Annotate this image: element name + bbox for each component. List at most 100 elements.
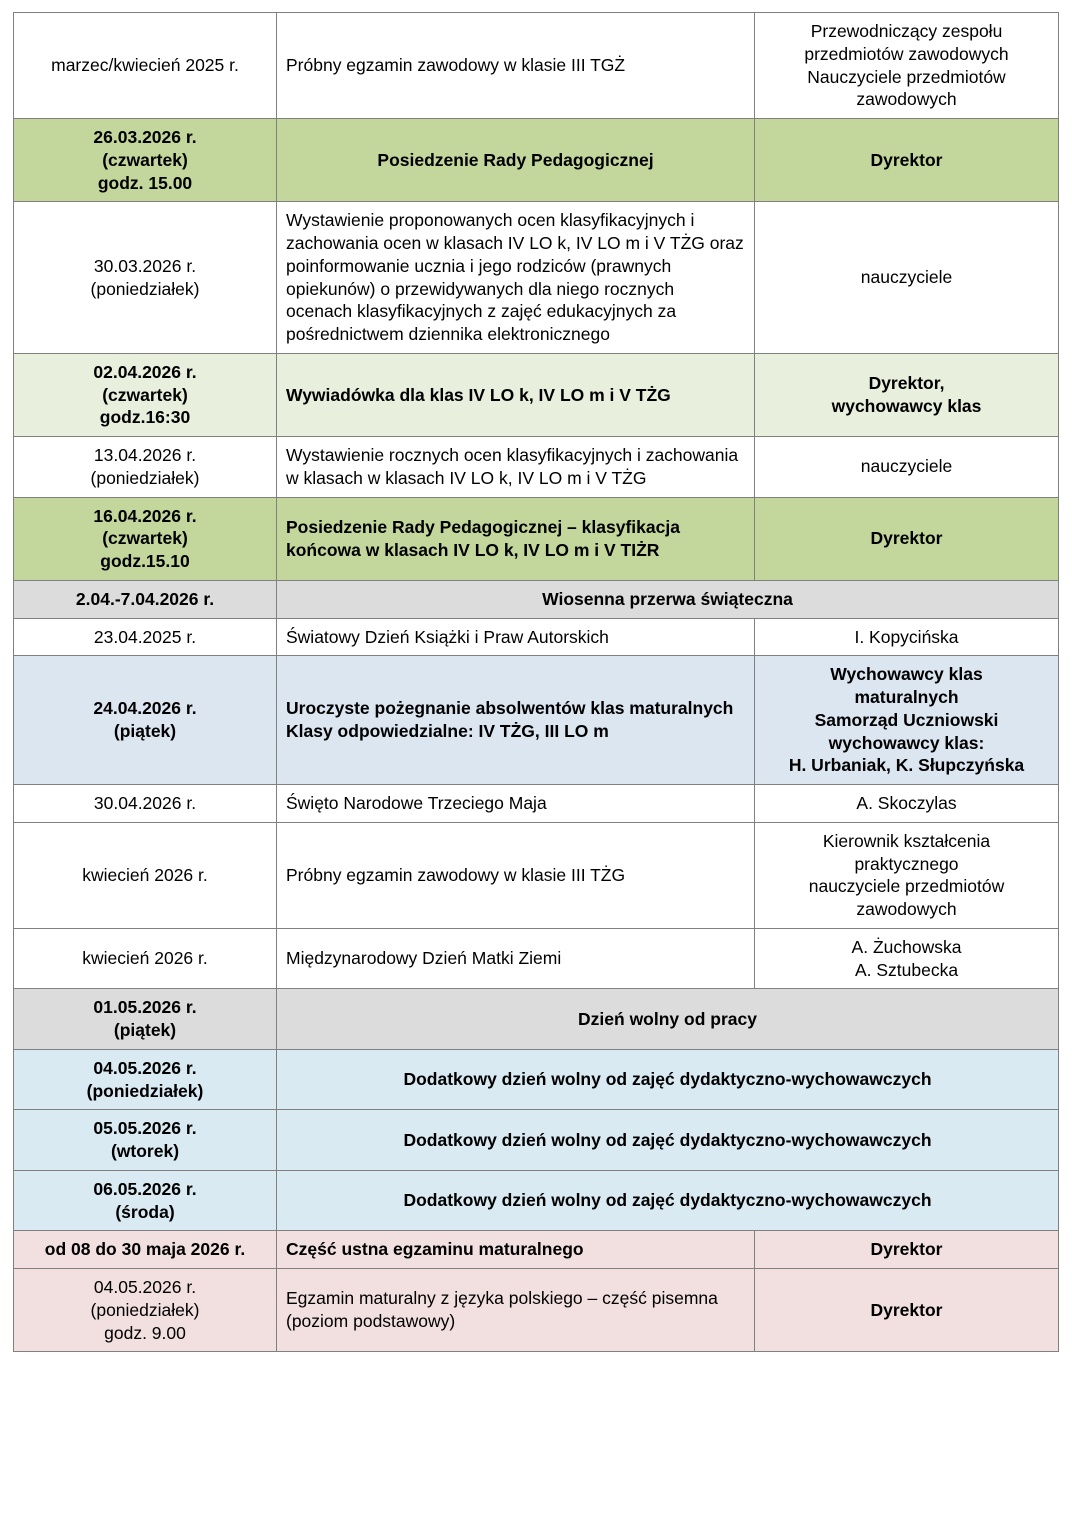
responsible-text: Przewodniczący zespołu przedmiotów zawod…	[804, 21, 1009, 110]
cell-date: 2.04.-7.04.2026 r.	[13, 579, 277, 619]
event-text: Uroczyste pożegnanie absolwentów klas ma…	[286, 698, 734, 742]
event-text: Święto Narodowe Trzeciego Maja	[286, 793, 547, 813]
cell-responsible: A. Żuchowska A. Sztubecka	[754, 927, 1059, 990]
cell-event: Wywiadówka dla klas IV LO k, IV LO m i V…	[276, 352, 755, 438]
responsible-text: A. Skoczylas	[856, 793, 957, 813]
cell-date: 05.05.2026 r. (wtorek)	[13, 1109, 277, 1171]
date-text: 26.03.2026 r. (czwartek) godz. 15.00	[93, 127, 197, 193]
table-row: 24.04.2026 r. (piątek) Uroczyste pożegnan…	[13, 655, 1059, 785]
cell-event: Uroczyste pożegnanie absolwentów klas ma…	[276, 655, 755, 785]
responsible-text: Dyrektor, wychowawcy klas	[831, 373, 982, 416]
table-row: 13.04.2026 r. (poniedziałek) Wystawienie …	[13, 436, 1059, 498]
cell-date: od 08 do 30 maja 2026 r.	[13, 1230, 277, 1269]
responsible-text: I. Kopycińska	[854, 626, 959, 647]
cell-event: Międzynarodowy Dzień Matki Ziemi	[276, 927, 755, 990]
cell-responsible: nauczyciele	[754, 436, 1059, 498]
event-text: Egzamin maturalny z języka polskiego – c…	[286, 1288, 718, 1332]
cell-date: 06.05.2026 r. (środa)	[13, 1169, 277, 1232]
cell-event: Światowy Dzień Książki i Praw Autorskich	[276, 617, 755, 657]
date-text: 06.05.2026 r. (środa)	[93, 1178, 197, 1222]
table-row: 02.04.2026 r. (czwartek) godz.16:30 Wywia…	[13, 352, 1059, 438]
cell-date: 04.05.2026 r. (poniedziałek) godz. 9.00	[13, 1267, 277, 1353]
event-text: Część ustna egzaminu maturalnego	[286, 1239, 584, 1260]
event-text: Wiosenna przerwa świąteczna	[542, 588, 793, 609]
event-text: Międzynarodowy Dzień Matki Ziemi	[286, 948, 562, 969]
cell-event: Wiosenna przerwa świąteczna	[276, 579, 1059, 619]
date-text: marzec/kwiecień 2025 r.	[51, 55, 239, 76]
cell-responsible: Dyrektor, wychowawcy klas	[754, 352, 1059, 438]
responsible-text: Dyrektor	[870, 149, 943, 170]
calendar-table-body: marzec/kwiecień 2025 r. Próbny egzamin za…	[13, 12, 1059, 1353]
cell-date: 30.04.2026 r.	[13, 784, 277, 823]
cell-event: Posiedzenie Rady Pedagogicznej	[276, 117, 755, 203]
cell-responsible: Dyrektor	[754, 117, 1059, 203]
date-text: 23.04.2025 r.	[93, 626, 197, 647]
cell-responsible: Dyrektor	[754, 1267, 1059, 1353]
date-text: kwiecień 2026 r.	[82, 864, 208, 885]
date-text: 30.04.2026 r.	[93, 793, 197, 813]
cell-responsible: Wychowawcy klas maturalnych Samorząd Ucz…	[754, 655, 1059, 785]
cell-date: 13.04.2026 r. (poniedziałek)	[13, 436, 277, 498]
responsible-text: Dyrektor	[870, 1239, 943, 1260]
cell-responsible: Dyrektor	[754, 1230, 1059, 1269]
cell-event: Wystawienie rocznych ocen klasyfikacyjny…	[276, 436, 755, 498]
cell-event: Dodatkowy dzień wolny od zajęć dydaktycz…	[276, 1169, 1059, 1232]
cell-responsible: Przewodniczący zespołu przedmiotów zawod…	[754, 12, 1059, 119]
responsible-text: Kierownik kształcenia praktycznego naucz…	[808, 830, 1005, 919]
date-text: 04.05.2026 r. (poniedziałek) godz. 9.00	[90, 1277, 200, 1343]
date-text: 30.03.2026 r. (poniedziałek)	[90, 255, 200, 299]
table-row: 26.03.2026 r. (czwartek) godz. 15.00 Posi…	[13, 117, 1059, 203]
event-text: Dodatkowy dzień wolny od zajęć dydaktycz…	[403, 1129, 932, 1150]
table-row: 05.05.2026 r. (wtorek) Dodatkowy dzień wo…	[13, 1109, 1059, 1171]
table-row: kwiecień 2026 r. Próbny egzamin zawodowy …	[13, 821, 1059, 929]
table-row: marzec/kwiecień 2025 r. Próbny egzamin za…	[13, 12, 1059, 119]
cell-date: 24.04.2026 r. (piątek)	[13, 655, 277, 785]
event-text: Wystawienie rocznych ocen klasyfikacyjny…	[286, 445, 739, 488]
cell-event: Posiedzenie Rady Pedagogicznej – klasyfi…	[276, 496, 755, 581]
table-row: od 08 do 30 maja 2026 r. Część ustna egza…	[13, 1230, 1059, 1269]
cell-date: 30.03.2026 r. (poniedziałek)	[13, 201, 277, 354]
cell-event: Wystawienie proponowanych ocen klasyfika…	[276, 201, 755, 354]
cell-date: 02.04.2026 r. (czwartek) godz.16:30	[13, 352, 277, 438]
table-row: 04.05.2026 r. (poniedziałek) godz. 9.00 E…	[13, 1267, 1059, 1353]
date-text: 13.04.2026 r. (poniedziałek)	[90, 445, 200, 488]
cell-event: Święto Narodowe Trzeciego Maja	[276, 784, 755, 823]
responsible-text: A. Żuchowska A. Sztubecka	[851, 936, 962, 980]
table-row: 23.04.2025 r. Światowy Dzień Książki i Pr…	[13, 617, 1059, 657]
table-row: 04.05.2026 r. (poniedziałek) Dodatkowy dz…	[13, 1048, 1059, 1111]
school-calendar-table: marzec/kwiecień 2025 r. Próbny egzamin za…	[13, 12, 1059, 1353]
event-text: Posiedzenie Rady Pedagogicznej – klasyfi…	[286, 516, 680, 560]
date-text: 02.04.2026 r. (czwartek) godz.16:30	[93, 361, 197, 428]
cell-date: 16.04.2026 r. (czwartek) godz.15.10	[13, 496, 277, 581]
cell-date: 23.04.2025 r.	[13, 617, 277, 657]
cell-responsible: Kierownik kształcenia praktycznego naucz…	[754, 821, 1059, 929]
cell-responsible: A. Skoczylas	[754, 784, 1059, 823]
cell-date: kwiecień 2026 r.	[13, 821, 277, 929]
cell-event: Próbny egzamin zawodowy w klasie III TGŻ	[276, 12, 755, 119]
event-text: Wywiadówka dla klas IV LO k, IV LO m i V…	[286, 384, 671, 405]
event-text: Wystawienie proponowanych ocen klasyfika…	[286, 210, 744, 344]
cell-date: marzec/kwiecień 2025 r.	[13, 12, 277, 119]
cell-date: kwiecień 2026 r.	[13, 927, 277, 990]
responsible-text: nauczyciele	[860, 456, 953, 477]
cell-date: 01.05.2026 r. (piątek)	[13, 988, 277, 1050]
event-text: Próbny egzamin zawodowy w klasie III TŻG	[286, 864, 626, 885]
table-row: 06.05.2026 r. (środa) Dodatkowy dzień wol…	[13, 1169, 1059, 1232]
responsible-text: Dyrektor	[870, 1299, 943, 1320]
cell-event: Próbny egzamin zawodowy w klasie III TŻG	[276, 821, 755, 929]
cell-event: Dodatkowy dzień wolny od zajęć dydaktycz…	[276, 1109, 1059, 1171]
cell-event: Dzień wolny od pracy	[276, 988, 1059, 1050]
date-text: kwiecień 2026 r.	[82, 948, 208, 969]
cell-date: 26.03.2026 r. (czwartek) godz. 15.00	[13, 117, 277, 203]
table-row: 2.04.-7.04.2026 r. Wiosenna przerwa świąt…	[13, 579, 1059, 619]
table-row: 30.03.2026 r. (poniedziałek) Wystawienie …	[13, 201, 1059, 354]
table-row: 01.05.2026 r. (piątek) Dzień wolny od pra…	[13, 988, 1059, 1050]
cell-responsible: nauczyciele	[754, 201, 1059, 354]
cell-event: Część ustna egzaminu maturalnego	[276, 1230, 755, 1269]
responsible-text: Dyrektor	[870, 528, 943, 549]
table-row: 30.04.2026 r. Święto Narodowe Trzeciego M…	[13, 784, 1059, 823]
cell-responsible: I. Kopycińska	[754, 617, 1059, 657]
cell-event: Egzamin maturalny z języka polskiego – c…	[276, 1267, 755, 1353]
event-text: Dzień wolny od pracy	[578, 1008, 757, 1029]
cell-date: 04.05.2026 r. (poniedziałek)	[13, 1048, 277, 1111]
